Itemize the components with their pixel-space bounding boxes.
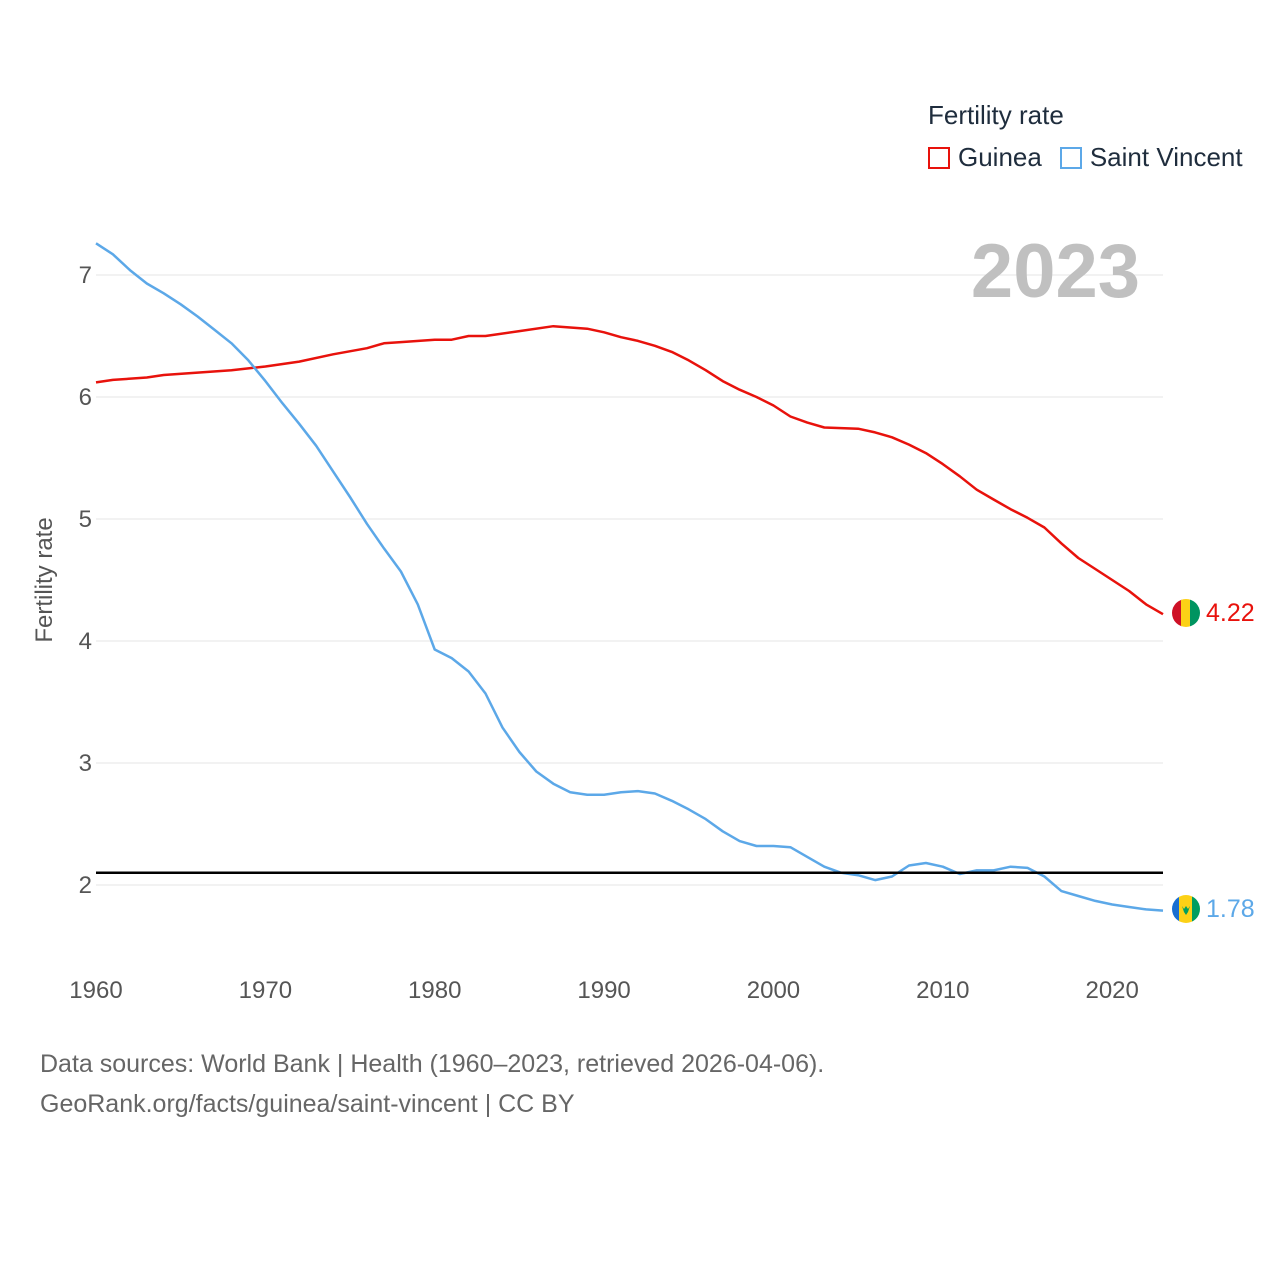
- legend-swatch-guinea: [928, 146, 950, 169]
- legend-label-saint-vincent: Saint Vincent: [1089, 142, 1243, 172]
- year-label: 2023: [970, 229, 1140, 314]
- series-line-guinea[interactable]: [95, 324, 1164, 616]
- data-source: Data sources: World Bank | Health (1960–…: [40, 1044, 824, 1124]
- y-tick-label: 2: [79, 872, 92, 899]
- legend-item-guinea[interactable]: Guinea: [928, 142, 1042, 173]
- source-line-2[interactable]: GeoRank.org/facts/guinea/saint-vincent |…: [40, 1090, 575, 1118]
- source-line-1: Data sources: World Bank | Health (1960–…: [40, 1050, 825, 1078]
- end-label-saint-vincent: 1.78: [1206, 895, 1255, 923]
- legend-item-saint-vincent[interactable]: Saint Vincent: [1059, 142, 1243, 173]
- x-tick-label: 2010: [916, 977, 969, 1004]
- y-tick-label: 3: [79, 750, 92, 777]
- flag-saint-vincent: [1172, 895, 1200, 923]
- end-labels: 4.22 1.78: [1206, 599, 1255, 923]
- y-axis-ticks: 2 3 4 5 6 7: [79, 262, 92, 899]
- legend: Guinea Saint Vincent: [928, 142, 1261, 173]
- y-tick-label: 4: [79, 628, 92, 655]
- x-tick-label: 1990: [577, 977, 630, 1004]
- end-label-guinea: 4.22: [1206, 599, 1255, 627]
- series-lines: [95, 242, 1164, 912]
- flag-guinea: [1172, 599, 1200, 627]
- x-tick-label: 1970: [239, 977, 292, 1004]
- legend-swatch-saint-vincent: [1059, 146, 1082, 169]
- x-tick-label: 1980: [408, 977, 461, 1004]
- y-tick-label: 6: [79, 384, 92, 411]
- y-tick-label: 5: [79, 506, 92, 533]
- legend-label-guinea: Guinea: [958, 142, 1042, 172]
- grid-lines: [96, 274, 1163, 886]
- y-axis-label: Fertility rate: [31, 517, 58, 642]
- legend-title: Fertility rate: [928, 100, 1064, 130]
- x-tick-label: 2020: [1085, 977, 1138, 1004]
- x-tick-label: 1960: [69, 977, 122, 1004]
- series-line-saint-vincent[interactable]: [95, 242, 1164, 912]
- x-axis-ticks: 1960 1970 1980 1990 2000 2010 2020: [69, 977, 1139, 1004]
- x-tick-label: 2000: [747, 977, 800, 1004]
- y-tick-label: 7: [79, 262, 92, 289]
